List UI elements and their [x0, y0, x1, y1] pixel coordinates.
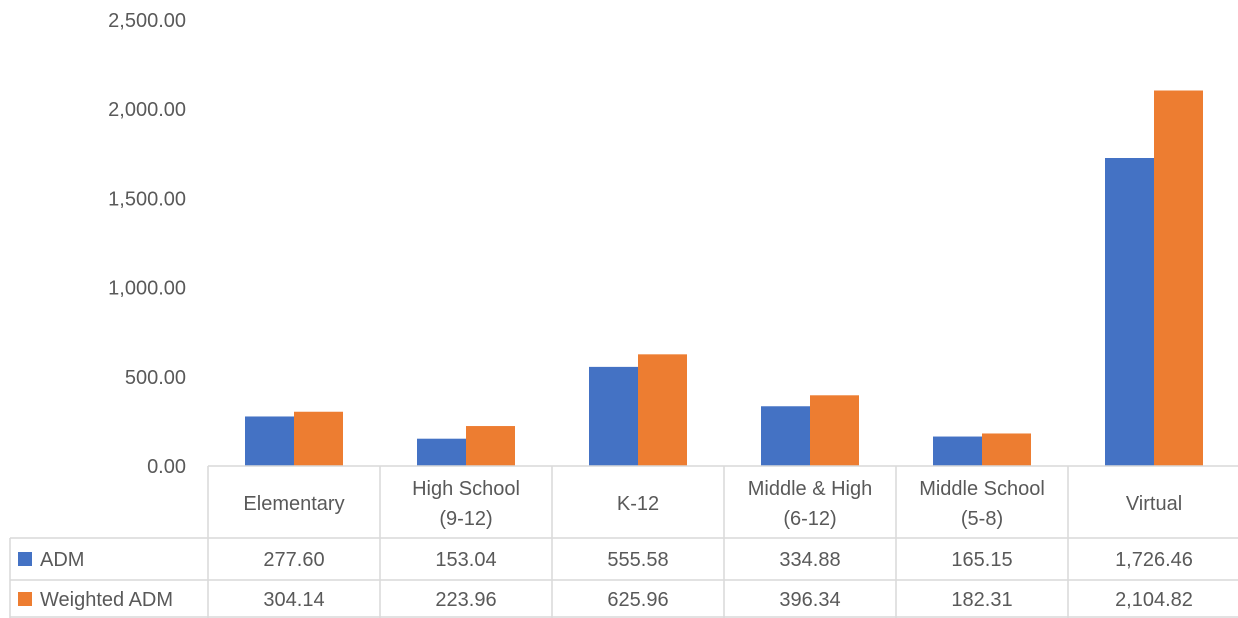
- category-label-line: Elementary: [243, 493, 344, 515]
- bar-adm: [245, 416, 294, 466]
- y-tick-label: 2,000.00: [108, 99, 186, 121]
- legend-key: [18, 592, 32, 606]
- category-label-line: Virtual: [1126, 493, 1182, 515]
- bar-adm: [761, 406, 810, 466]
- data-table-value: 153.04: [435, 549, 496, 571]
- bars: [245, 90, 1203, 466]
- y-tick-label: 500.00: [125, 367, 186, 389]
- data-table-value: 304.14: [263, 589, 324, 611]
- bar-adm: [933, 436, 982, 466]
- data-table-value: 396.34: [779, 589, 840, 611]
- data-table-value: 334.88: [779, 549, 840, 571]
- bar-weighted-adm: [810, 395, 859, 466]
- bar-weighted-adm: [982, 433, 1031, 466]
- category-label: Middle & High (6-12): [748, 478, 873, 530]
- category-label-line: (9-12): [439, 508, 492, 530]
- legend-label: ADM: [40, 549, 84, 571]
- data-table: Elementary High School (9-12) K-12 Middle & …: [9, 465, 1238, 618]
- bar-weighted-adm: [466, 426, 515, 466]
- data-table-value: 625.96: [607, 589, 668, 611]
- data-table-value: 165.15: [951, 549, 1012, 571]
- data-table-value: 223.96: [435, 589, 496, 611]
- y-tick-label: 0.00: [147, 456, 186, 478]
- bar-weighted-adm: [1154, 90, 1203, 466]
- legend-label: Weighted ADM: [40, 589, 173, 611]
- category-label-line: High School: [412, 478, 520, 500]
- bar-adm: [589, 366, 638, 466]
- category-label-line: (5-8): [961, 508, 1003, 530]
- bar-adm: [1105, 157, 1154, 466]
- y-tick-label: 1,000.00: [108, 278, 186, 300]
- data-table-value: 182.31: [951, 589, 1012, 611]
- bar-weighted-adm: [638, 354, 687, 466]
- data-table-value: 277.60: [263, 549, 324, 571]
- category-label: Virtual: [1126, 493, 1182, 515]
- data-table-value: 2,104.82: [1115, 589, 1193, 611]
- category-label-line: Middle & High: [748, 478, 873, 500]
- y-axis: 0.00 500.00 1,000.00 1,500.00 2,000.00 2,500.…: [108, 10, 186, 478]
- category-label: Middle School (5-8): [919, 478, 1045, 530]
- category-label: High School (9-12): [412, 478, 520, 530]
- category-label: K-12: [617, 493, 659, 515]
- y-tick-label: 2,500.00: [108, 10, 186, 32]
- bar-weighted-adm: [294, 411, 343, 466]
- category-label-line: (6-12): [783, 508, 836, 530]
- data-table-value: 1,726.46: [1115, 549, 1193, 571]
- bar-adm: [417, 438, 466, 466]
- category-label: Elementary: [243, 493, 344, 515]
- category-label-line: Middle School: [919, 478, 1045, 500]
- data-table-value: 555.58: [607, 549, 668, 571]
- legend-key: [18, 552, 32, 566]
- y-tick-label: 1,500.00: [108, 188, 186, 210]
- category-label-line: K-12: [617, 493, 659, 515]
